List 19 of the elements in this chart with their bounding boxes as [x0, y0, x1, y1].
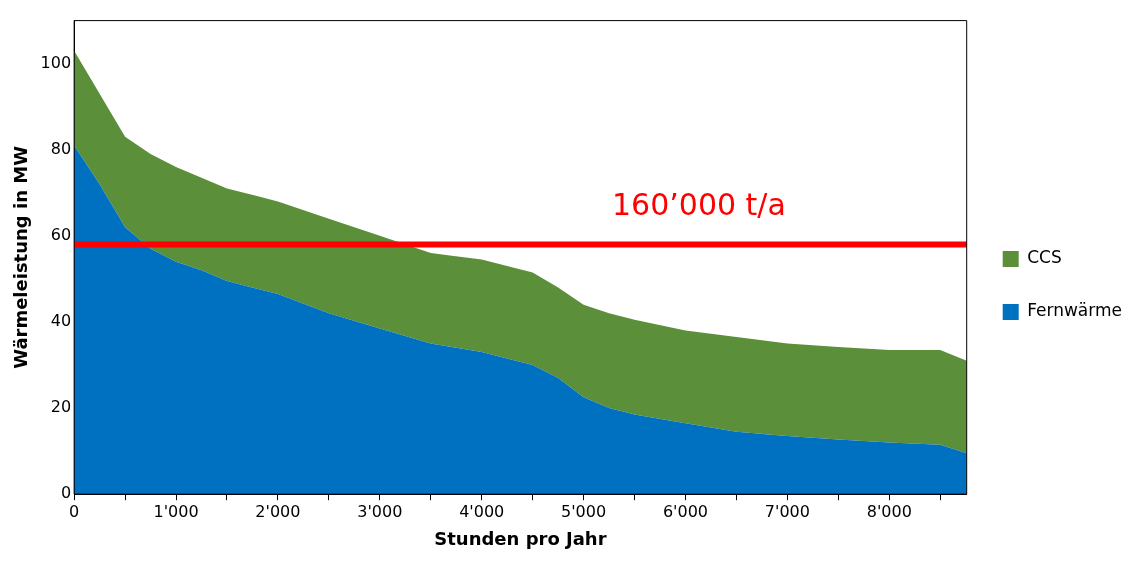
x-tick-label: 7'000 — [764, 501, 810, 521]
y-tick-label: 0 — [60, 483, 72, 503]
x-tick-label: 2'000 — [255, 501, 301, 521]
legend-label: CCS — [1027, 247, 1062, 268]
x-tick-label: 5'000 — [561, 501, 607, 521]
x-tick-label: 1'000 — [153, 501, 199, 521]
x-tick-label: 6'000 — [662, 501, 709, 521]
x-tick-label: 8'000 — [866, 501, 912, 521]
x-tick-label: 3'000 — [357, 501, 403, 521]
x-axis-title: Stunden pro Jahr — [434, 527, 607, 549]
y-tick-label: 100 — [40, 52, 72, 72]
y-axis-title: Wärmeleistung in MW — [10, 145, 32, 369]
y-tick-label: 80 — [50, 138, 72, 158]
y-tick-label: 40 — [50, 311, 72, 331]
ref-line-label: 160’000 t/a — [612, 187, 786, 223]
y-tick-label: 60 — [50, 225, 72, 245]
legend-label: Fernwärme — [1027, 300, 1123, 321]
y-tick-label: 20 — [50, 397, 72, 417]
x-tick-label: 4'000 — [459, 501, 505, 521]
